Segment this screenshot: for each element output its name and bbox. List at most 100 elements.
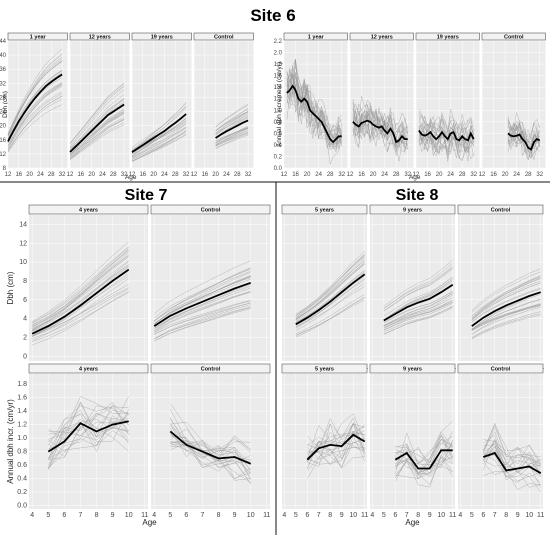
site-8-row-1-panel-5-years-tree-line-21 <box>307 422 365 469</box>
site-6-row-0-panel-1-year-tree-line-23 <box>7 99 63 150</box>
site-6-row-1-panel-19-years-xtick-2: 20 <box>436 172 443 178</box>
site-8-row-1-panel-5-years-xtick-6: 10 <box>349 512 357 519</box>
site-6-row-0-panel-12-years-xtick-4: 28 <box>110 172 117 178</box>
site-8-row-0-panel-control-tree-line-13 <box>471 276 541 321</box>
site-7-row-0-ytick-5: 10 <box>19 259 27 266</box>
site-6-row-0-panel-12-years-tree-line-22 <box>69 117 125 158</box>
site-6-row-1-ytick-0: 0.0 <box>274 166 283 172</box>
site-6-row-0-panel-control-tree-line-20 <box>215 132 249 147</box>
site-6-row-0-panel-19-years-mean-line <box>131 113 187 153</box>
site-8-row-1-panel-control-tree-line-19 <box>483 462 541 490</box>
site-8-row-0-panel-control-tree-line-21 <box>471 294 541 330</box>
site-6-row-0-panel-1-year-tree-line-17 <box>7 83 63 146</box>
site-8-row-1-panel-control: Control 4 5 6 7 8 9 10 11 <box>457 363 544 519</box>
site-7-row-1-panel-control-tree-line-16 <box>170 434 251 480</box>
site-8-row-0-panel-9-years-tree-line-14 <box>383 303 453 331</box>
site-7-row-0-panel-control-tree-line-16 <box>154 260 251 314</box>
site-7-row-0-ytick-7: 14 <box>19 221 27 228</box>
site-6-row-1-panel-12-years-xtick-0: 12 <box>347 172 354 178</box>
site-7-row-0-ytick-6: 12 <box>19 240 27 247</box>
site-8-row-0-panel-5-years-tree-line-17 <box>295 278 365 328</box>
site-6-row-1-panel-12-years-tree-line-14 <box>352 115 408 162</box>
site-7-row-0-panel-control-tree-line-3 <box>154 302 251 339</box>
site-7-row-1-ytick-9: 1.8 <box>17 381 27 388</box>
site-8-row-0-panel-9-years-tree-line-3 <box>383 300 453 327</box>
site-7-row-1-ytick-7: 1.4 <box>17 408 27 415</box>
site-7-row-1-panel-control-strip <box>150 363 271 374</box>
site-8-row-0-panel-9-years-tree-line-25 <box>383 297 453 326</box>
site-7-row-1-panel-4-years-tree-line-15 <box>48 427 129 470</box>
site-8-row-1-panel-5-years-mean-line <box>306 433 366 461</box>
site-8-row-0-panel-control-mean-line <box>471 291 541 327</box>
site-8-row-1-panel-control-tree-line-5 <box>483 454 541 488</box>
site-6-row-1-panel-12-years-tree-line-20 <box>352 114 408 151</box>
site-6-row-1-panel-1-year-strip-label: 1 year <box>308 35 325 41</box>
site-7-row-0-panel-4-years-tree-line-8 <box>32 250 129 324</box>
site-6-row-1-panel-12-years-xtick-1: 16 <box>358 172 365 178</box>
site-6-row-0-panel-control-tree-line-21 <box>215 113 249 136</box>
site-7-row-0-panel-4-years-mean-line <box>31 268 130 335</box>
site-6-row-0-panel-control-mean-line <box>215 119 249 139</box>
site-7-row-0-panel-4-years-tree-line-14 <box>32 252 129 331</box>
site-6-row-1-panel-control-xtick-5: 32 <box>536 172 543 178</box>
site-8-row-0-panel-control-tree-line-25 <box>471 288 541 323</box>
site-6-row-0-panel-1-year-xtick-2: 20 <box>26 172 33 178</box>
site-8-row-0-panel-5-years-tree-line-2 <box>295 294 365 334</box>
site-7-row-1-panel-4-years-strip-label: 4 years <box>79 367 98 373</box>
site-6-row-1-panel-12-years-strip-label: 12 years <box>371 35 393 41</box>
site-6-row-0-panel-12-years-tree-line-15 <box>69 124 125 160</box>
site-6-row-1-panel-control-xtick-1: 16 <box>490 172 497 178</box>
site-7-row-0-panel-control-tree-line-10 <box>154 277 251 321</box>
site-6-row-1-panel-12-years-xtick-4: 28 <box>393 172 400 178</box>
site-7-row-1-panel-control-tree-line-12 <box>170 443 251 483</box>
site-8-row-1-panel-5-years-tree-line-13 <box>307 440 365 460</box>
site-7-row-1-panel-4-years-tree-line-18 <box>48 412 129 457</box>
site-6-row-0-panel-1-year-xtick-4: 28 <box>48 172 55 178</box>
site-7-row-1-panel-control-xtick-0: 4 <box>152 512 156 519</box>
site-8-row-1-panel-9-years-tree-line-17 <box>395 440 453 479</box>
site-6-row-0-panel-1-year: 1 year 12 16 20 24 28 32 <box>5 32 68 178</box>
site-6-row-1-panel-19-years-mean-line <box>418 129 475 142</box>
site-8-row-0-panel-control-tree-line-24 <box>471 311 541 338</box>
site-8-row-1-panel-control-tree-line-16 <box>483 449 541 468</box>
site-6-row-0-panel-19-years-xtick-0: 12 <box>129 172 136 178</box>
site-6-row-0-ytick-8: 40 <box>0 53 7 59</box>
site-6-row-1-panel-12-years-tree-line-21 <box>352 110 408 152</box>
site-6-row-0-panel-19-years-tree-line-23 <box>131 105 187 148</box>
site-6-row-0-panel-control-tree-line-7 <box>215 132 249 147</box>
site-6-row-1-panel-12-years-tree-line-6 <box>352 96 408 131</box>
site-7-row-1-panel-control-xtick-5: 9 <box>233 512 237 519</box>
site-6-row-1-ytick-5: 1.0 <box>274 108 283 114</box>
site-7-row-0-panel-control-background <box>151 215 270 361</box>
site-title-site-6: Site 6 <box>250 6 295 25</box>
site-6-row-0-panel-19-years-xtick-3: 24 <box>161 172 168 178</box>
site-6-row-1-panel-1-year-mean-line <box>286 84 342 144</box>
site-6-row-1-panel-12-years-tree-line-16 <box>352 99 408 134</box>
site-7-row-1-panel-control-xtick-2: 6 <box>184 512 188 519</box>
site-6-row-0-panel-12-years-tree-line-12 <box>69 118 125 160</box>
site-8-row-0-panel-9-years-tree-line-20 <box>383 263 453 310</box>
site-6-row-0-panel-12-years-xtick-1: 16 <box>77 172 84 178</box>
site-6-row-0-ylabel: Dbh (cm) <box>2 91 9 118</box>
site-8-row-0-panel-9-years-mean-line <box>383 283 454 322</box>
site-6-row-0-panel-1-year-tree-line-21 <box>7 93 63 149</box>
site-8-row-0-panel-5-years-mean-line <box>295 273 366 326</box>
site-8-row-1-panel-control-tree-line-17 <box>483 422 541 458</box>
site-6-row-0-panel-12-years-tree-line-20 <box>69 85 125 144</box>
site-6-row-0-panel-control-tree-line-5 <box>215 127 249 141</box>
site-8-row-1-panel-control-tree-line-20 <box>483 446 541 473</box>
site-6-row-0-panel-1-year-tree-line-25 <box>7 70 63 137</box>
site-6-row-0-panel-control-xtick-3: 24 <box>223 172 230 178</box>
site-7-row-1-ylabel: Annual dbh incr. (cm/yr) <box>6 399 15 484</box>
site-7-row-1-panel-control-xtick-1: 5 <box>168 512 172 519</box>
site-8-row-1-panel-5-years-tree-line-4 <box>307 439 365 472</box>
site-6-row-1-panel-12-years-xtick-3: 24 <box>381 172 388 178</box>
site-8-row-0-panel-9-years-tree-line-11 <box>383 293 453 327</box>
site-8-row-1-panel-5-years-tree-line-20 <box>307 446 365 465</box>
site-8-row-1-panel-5-years-tree-line-8 <box>307 423 365 463</box>
site-8-row-0-panel-5-years-tree-line-8 <box>295 270 365 324</box>
